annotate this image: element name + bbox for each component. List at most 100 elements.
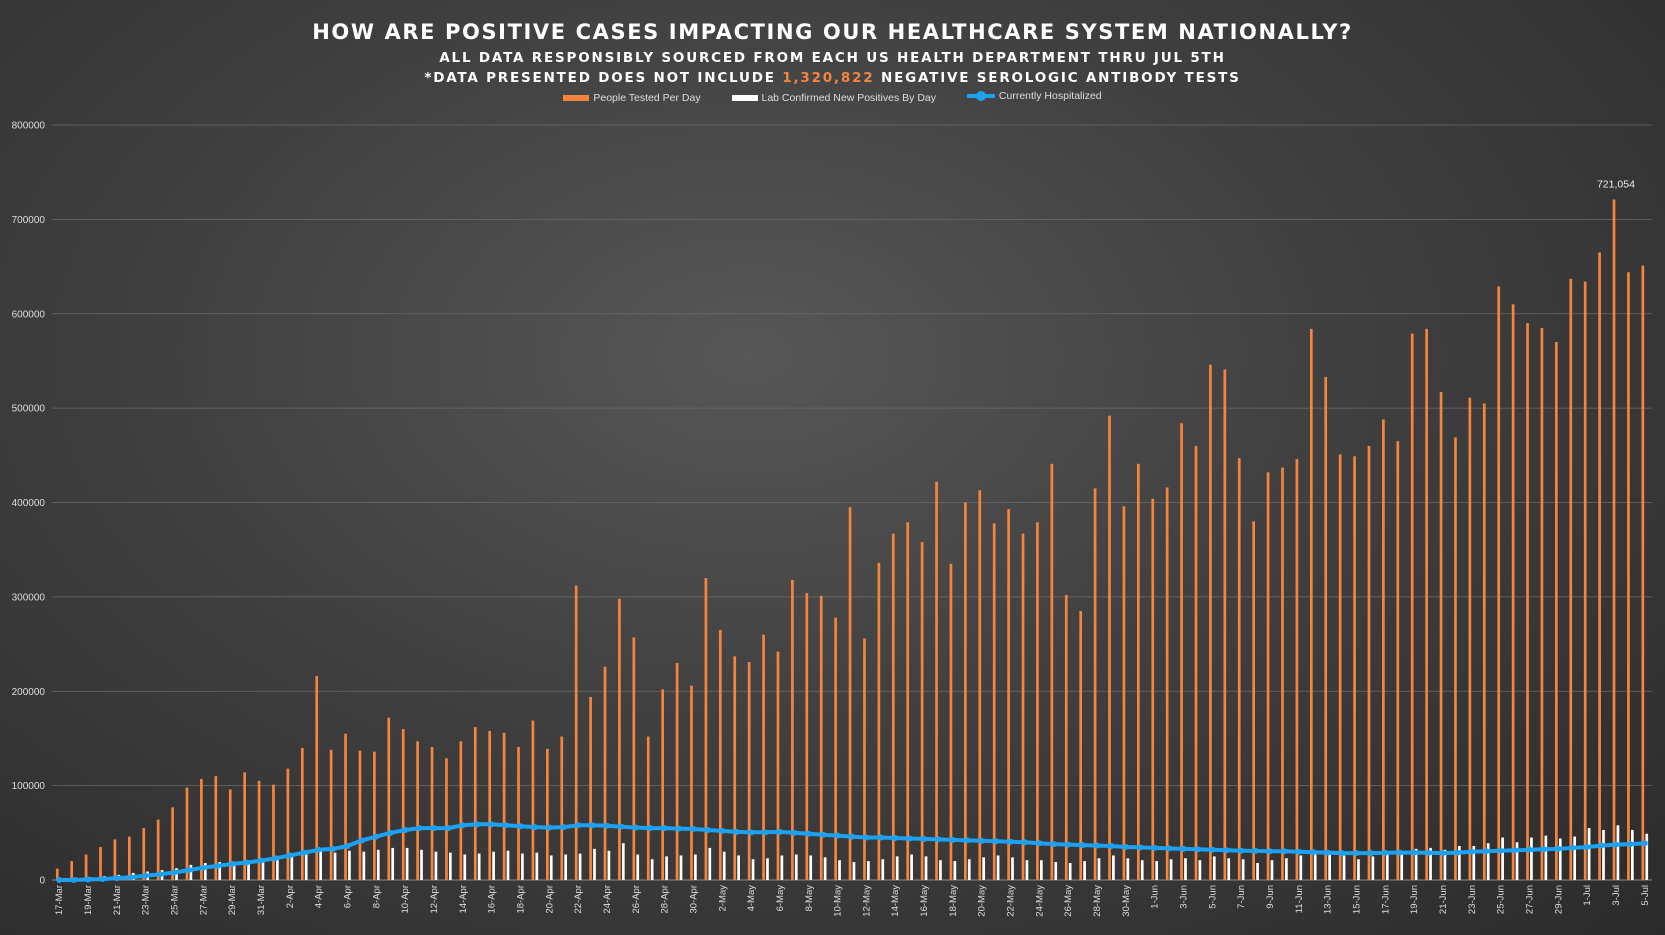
bar-positives [982,857,986,880]
bar-tested [1468,397,1472,880]
point-hospitalized [1353,850,1360,857]
bar-tested [1555,342,1558,880]
bar-positives [276,857,279,880]
x-tick-label: 25-Mar [170,885,181,915]
bar-tested [1511,304,1515,880]
bar-tested [1367,445,1371,880]
point-hospitalized [1627,841,1634,848]
bar-tested [185,787,189,880]
bar-positives [434,851,438,880]
x-tick-label: 20-Apr [544,885,555,914]
point-hospitalized [748,829,755,836]
point-hospitalized [1151,844,1158,851]
bar-tested [142,828,146,880]
bar-tested [906,522,910,880]
bar-positives [549,855,553,880]
point-hospitalized [1194,846,1201,853]
x-tick-label: 28-May [1092,885,1103,917]
x-tick-label: 20-May [977,885,988,917]
point-hospitalized [1065,841,1072,848]
point-hospitalized [1209,846,1216,853]
bar-tested [1382,419,1385,880]
bar-positives [1256,863,1259,880]
bar-tested [819,595,823,880]
bar-positives [405,847,409,880]
bar-positives [895,856,899,880]
point-hospitalized [978,837,985,844]
bar-tested [1353,456,1356,880]
point-hospitalized [892,835,899,842]
bar-positives [1630,829,1634,880]
point-hospitalized [445,825,452,832]
x-tick-label: 26-May [1063,885,1074,917]
point-hospitalized [1382,849,1389,856]
bar-tested [488,730,492,880]
bar-tested [416,741,419,880]
point-hospitalized [1050,841,1057,848]
point-hospitalized [603,822,610,829]
point-hospitalized [863,834,870,841]
x-tick-label: 31-Mar [256,885,267,915]
bar-positives [794,854,798,880]
bar-tested [329,749,333,880]
bar-positives [1054,862,1058,880]
bar-positives [232,861,236,880]
point-hospitalized [142,872,149,879]
point-hospitalized [488,821,495,828]
point-hospitalized [1094,842,1101,849]
bar-tested [1482,403,1486,880]
point-hospitalized [791,829,798,836]
bar-positives [1587,828,1591,880]
legend-swatch-positives [731,95,758,101]
point-hospitalized [1310,849,1317,856]
bar-tested [935,481,938,880]
point-hospitalized [877,834,884,841]
bar-tested [228,789,232,880]
bar-tested [315,676,319,880]
bar-positives [967,859,971,880]
bar-positives [420,849,423,880]
bar-positives [1025,860,1029,880]
x-tick-label: 17-Mar [54,885,65,915]
point-hospitalized [1079,842,1086,849]
footnote-highlight-number: 1,320,822 [782,70,875,86]
x-tick-label: 25-Jun [1496,885,1507,914]
bar-tested [675,662,679,880]
bar-positives [809,855,813,880]
point-hospitalized [1223,847,1230,854]
x-tick-label: 18-May [948,885,959,917]
x-tick-label: 26-Apr [631,885,642,914]
y-tick-label: 200000 [12,687,46,698]
bar-positives [1328,853,1331,880]
point-hospitalized [315,846,322,853]
point-hospitalized [661,825,668,832]
bar-positives [1097,858,1101,880]
bar-tested [272,784,275,880]
point-hospitalized [358,837,365,844]
bar-tested [1497,286,1501,881]
point-hospitalized [1137,844,1144,851]
point-hospitalized [157,871,164,878]
bar-positives [1169,859,1173,880]
bar-positives [1342,855,1346,880]
x-tick-label: 6-May [775,885,786,912]
bar-positives [290,855,294,880]
bar-positives [679,855,683,880]
bar-tested [502,732,506,880]
x-tick-label: 19-Jun [1409,885,1420,914]
bar-tested [373,751,376,880]
point-hospitalized [531,824,538,831]
x-tick-label: 15-Jun [1352,885,1363,914]
bar-tested [618,598,621,880]
y-tick-label: 400000 [12,498,46,509]
point-hospitalized [1598,842,1605,849]
x-tick-label: 23-Jun [1467,885,1478,914]
bar-tested [1540,327,1544,880]
y-tick-label: 800000 [12,121,46,132]
bar-tested [589,696,592,880]
bar-positives [304,853,308,880]
y-tick-label: 500000 [12,404,46,415]
point-hospitalized [128,874,135,881]
legend-label-tested: People Tested Per Day [593,92,701,104]
bar-positives [1558,838,1562,880]
